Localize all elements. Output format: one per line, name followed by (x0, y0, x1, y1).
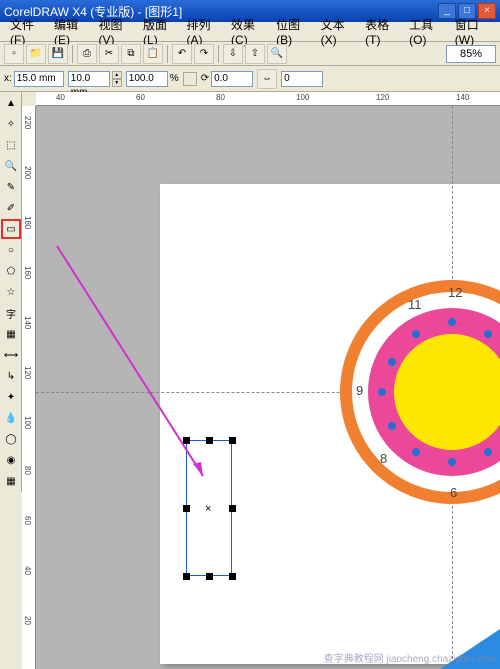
fill-tool[interactable]: ◉ (1, 450, 21, 470)
print-button[interactable]: ⎙ (77, 44, 97, 64)
toolbox: ▲✧⬚🔍✎✐▭○⬠☆字▦⟷↳✦💧◯◉▦ (0, 92, 22, 492)
zoom-button[interactable]: 🔍 (267, 44, 287, 64)
x-label: x: (4, 73, 12, 84)
copy-button[interactable]: ⧉ (121, 44, 141, 64)
selection-handle[interactable] (183, 505, 190, 512)
undo-button[interactable]: ↶ (172, 44, 192, 64)
pick-tool[interactable]: ▲ (1, 93, 21, 113)
clock-dot (484, 330, 492, 338)
ifill-tool[interactable]: ▦ (1, 471, 21, 491)
rot-input[interactable]: 0.0 (211, 71, 253, 87)
clock-number: 6 (448, 486, 459, 500)
clock-dot (378, 388, 386, 396)
menu-O[interactable]: 工具(O) (403, 14, 449, 49)
clock-dot (448, 318, 456, 326)
clock-number: 11 (406, 298, 424, 312)
workarea: ▲✧⬚🔍✎✐▭○⬠☆字▦⟷↳✦💧◯◉▦ 406080100120140 2202… (0, 92, 500, 669)
freehand-tool[interactable]: ✎ (1, 177, 21, 197)
clock-number: 12 (446, 286, 464, 300)
save-button[interactable]: 💾 (48, 44, 68, 64)
menu-X[interactable]: 文本(X) (315, 14, 360, 49)
clock-number: 9 (354, 384, 365, 398)
connector-tool[interactable]: ↳ (1, 366, 21, 386)
ruler-horizontal: 406080100120140 (36, 92, 500, 106)
zoom-level[interactable]: 85% (446, 45, 496, 63)
clock-dot (448, 458, 456, 466)
selection-handle[interactable] (229, 505, 236, 512)
import-button[interactable]: ⇩ (223, 44, 243, 64)
clock-dot (484, 448, 492, 456)
shape-tool[interactable]: ✧ (1, 114, 21, 134)
redo-button[interactable]: ↷ (194, 44, 214, 64)
effects-tool[interactable]: ✦ (1, 387, 21, 407)
zoom-tool[interactable]: 🔍 (1, 156, 21, 176)
rot-icon: ⟳ (201, 73, 209, 84)
lock-icon[interactable] (183, 72, 197, 86)
clock-dot (388, 422, 396, 430)
eyedrop-tool[interactable]: 💧 (1, 408, 21, 428)
shapes-tool[interactable]: ☆ (1, 282, 21, 302)
w-input[interactable]: 10.0 mm (68, 71, 110, 87)
dimension-tool[interactable]: ⟷ (1, 345, 21, 365)
crop-tool[interactable]: ⬚ (1, 135, 21, 155)
text-tool[interactable]: 字 (1, 303, 21, 323)
clock-dot (388, 358, 396, 366)
new-button[interactable]: ▫ (4, 44, 24, 64)
open-button[interactable]: 📁 (26, 44, 46, 64)
export-button[interactable]: ⇧ (245, 44, 265, 64)
outline-tool[interactable]: ◯ (1, 429, 21, 449)
property-bar: x:15.0 mm 10.0 mm▲▼ 100.0% ⟳0.0 ⇔ 0 (0, 66, 500, 92)
smart-tool[interactable]: ✐ (1, 198, 21, 218)
selection-handle[interactable] (183, 573, 190, 580)
center-marker: × (205, 503, 211, 515)
rectangle-tool[interactable]: ▭ (1, 219, 21, 239)
selection-handle[interactable] (206, 437, 213, 444)
w-spin[interactable]: ▲▼ (112, 71, 122, 87)
cut-button[interactable]: ✂ (99, 44, 119, 64)
clock-dot (412, 448, 420, 456)
selection-handle[interactable] (206, 573, 213, 580)
paste-button[interactable]: 📋 (143, 44, 163, 64)
menubar: 文件(F)编辑(E)视图(V)版面(L)排列(A)效果(C)位图(B)文本(X)… (0, 22, 500, 42)
selection-handle[interactable] (229, 573, 236, 580)
table-tool[interactable]: ▦ (1, 324, 21, 344)
selection-handle[interactable] (229, 437, 236, 444)
watermark: 查字典教程网 jiaocheng.chazidian.com (324, 650, 496, 665)
dupx-input[interactable]: 0 (281, 71, 323, 87)
x-input[interactable]: 15.0 mm (14, 71, 64, 87)
pct1: % (170, 73, 179, 84)
ellipse-tool[interactable]: ○ (1, 240, 21, 260)
clock-graphic: 12119648 (340, 280, 500, 504)
mirror-h-button[interactable]: ⇔ (257, 69, 277, 89)
ruler-vertical: 22020018016014012010080604020 (22, 106, 36, 669)
canvas[interactable]: 12119648 × 查字典教程网 jiaocheng.chazidian.co… (36, 106, 500, 669)
clock-dot (412, 330, 420, 338)
sx-input[interactable]: 100.0 (126, 71, 168, 87)
selected-rectangle[interactable]: × (186, 440, 232, 576)
menu-T[interactable]: 表格(T) (359, 14, 403, 49)
clock-number: 8 (378, 452, 389, 466)
polygon-tool[interactable]: ⬠ (1, 261, 21, 281)
selection-handle[interactable] (183, 437, 190, 444)
